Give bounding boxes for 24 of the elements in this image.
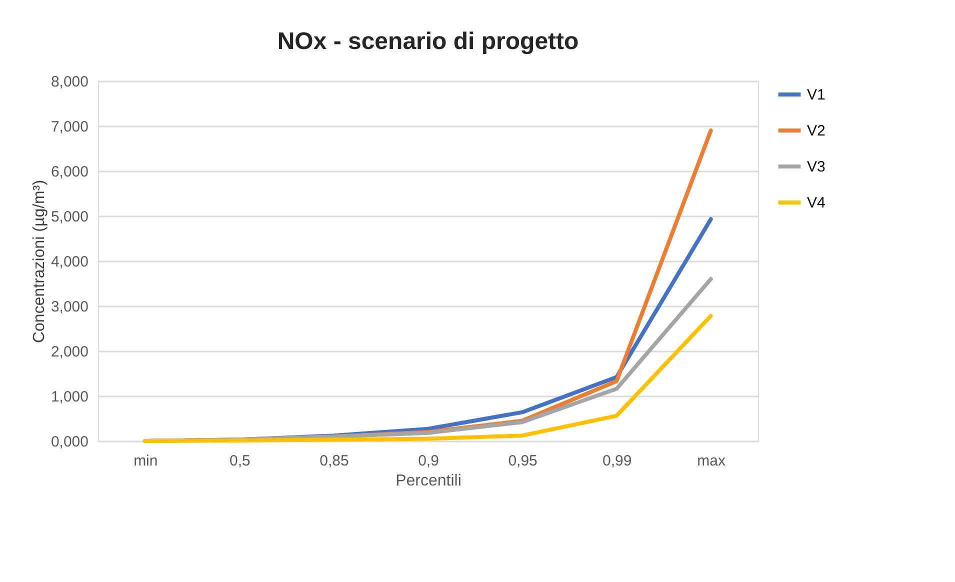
x-tick-label: max (697, 452, 726, 470)
x-axis-title: Percentili (396, 472, 462, 490)
x-tick-label: 0,99 (602, 452, 632, 470)
x-tick-label: min (134, 452, 158, 470)
y-tick-label: 6,000 (50, 164, 88, 180)
y-tick-label: 8,000 (50, 74, 88, 90)
y-axis-title: Concentrazioni (µg/m³) (30, 180, 48, 344)
x-tick-label: 0,5 (230, 452, 250, 470)
y-tick-label: 3,000 (50, 298, 88, 316)
legend-label: V4 (807, 194, 826, 212)
y-tick-label: 0,000 (50, 434, 88, 450)
legend-label: V2 (807, 122, 826, 140)
y-tick-label: 1,000 (50, 388, 88, 406)
legend-label: V1 (807, 86, 826, 104)
x-tick-label: 0,85 (320, 452, 349, 470)
y-tick-label: 2,000 (50, 344, 88, 360)
y-tick-label: 5,000 (50, 208, 88, 226)
y-tick-label: 4,000 (50, 254, 88, 270)
legend-label: V3 (807, 158, 826, 176)
x-tick-label: 0,9 (418, 452, 439, 470)
chart-title: NOx - scenario di progetto (277, 28, 579, 55)
x-tick-label: 0,95 (508, 452, 538, 470)
y-tick-label: 7,000 (50, 118, 88, 136)
line-series (143, 314, 713, 443)
